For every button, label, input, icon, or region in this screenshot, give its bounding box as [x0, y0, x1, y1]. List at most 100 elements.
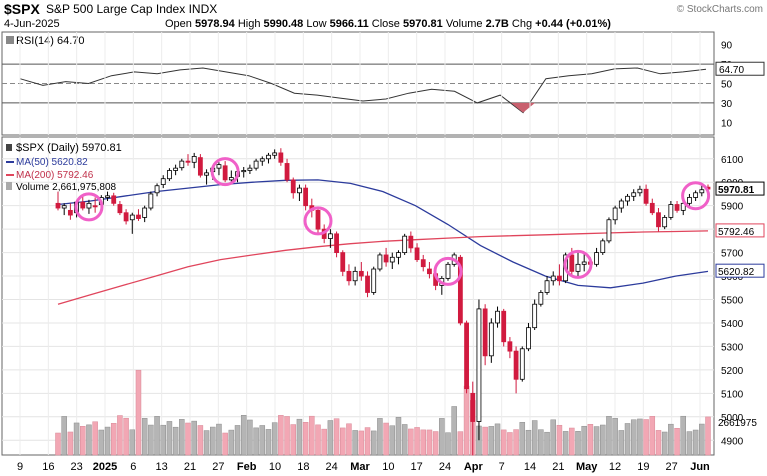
candle-body [346, 270, 352, 282]
x-tick-label: 6 [130, 461, 136, 473]
candle-body [197, 157, 203, 176]
x-tick-label: 10 [269, 461, 281, 473]
candle-body [216, 164, 222, 169]
x-tick-label: 27 [666, 461, 678, 473]
candle-body [377, 254, 383, 270]
ma50-line [57, 179, 709, 289]
legend: $SPX (Daily) 5970.81 MA(50) 5620.82 MA(2… [6, 142, 122, 193]
volume-bar [606, 416, 612, 456]
candle-body [513, 350, 519, 380]
candle-body [129, 214, 135, 221]
highlight-circle [210, 157, 240, 187]
candle-body [656, 212, 661, 228]
volume-bar [637, 418, 643, 456]
volume-bar [432, 431, 439, 456]
volume-bar [185, 422, 191, 456]
volume-bar [309, 415, 315, 456]
volume-bar [340, 427, 346, 456]
candle-body [105, 195, 110, 198]
volume-bar [668, 423, 674, 456]
volume-bar [612, 418, 618, 456]
candle-body [693, 192, 699, 198]
price-tick-label: 5200 [721, 366, 744, 377]
volume-bar [234, 425, 241, 456]
price-tag-box [715, 181, 765, 196]
volume-bar [377, 418, 383, 456]
volume-bar [135, 369, 142, 456]
candle-body [674, 204, 680, 211]
highlight-layer [74, 157, 711, 286]
volume-bar [408, 428, 414, 456]
x-tick-label: 19 [637, 461, 649, 473]
candle-body [371, 268, 377, 293]
candle-body [55, 202, 61, 209]
candle-body [526, 327, 531, 350]
candle-body [136, 214, 141, 219]
volume-bar [247, 419, 253, 456]
volume-bar [55, 432, 61, 456]
candle-body [389, 256, 395, 263]
candle-body [142, 207, 148, 218]
candle-body [538, 292, 544, 305]
volume-bar [271, 422, 278, 456]
volume-bar [117, 415, 123, 456]
volume-bar [160, 424, 166, 456]
candle-body [272, 152, 278, 156]
volume-bar [575, 431, 581, 456]
volume-bar [494, 423, 501, 456]
volume-bar [166, 421, 173, 456]
volume-bar [240, 415, 247, 456]
volume-bar [649, 416, 656, 456]
candle-body [117, 204, 123, 214]
volume-bar [674, 427, 680, 456]
x-tick-label: 23 [71, 461, 83, 473]
volume-bar [389, 425, 396, 456]
candle-body [699, 189, 705, 194]
volume-bar [278, 415, 284, 456]
price-tag-box [715, 263, 765, 278]
x-tick-label: 13 [156, 461, 168, 473]
candle-body [427, 268, 432, 275]
candle-body [476, 308, 482, 422]
volume-bar [426, 429, 433, 456]
volume-bar [315, 424, 321, 456]
candle-body [445, 263, 451, 279]
candle-body [408, 235, 414, 249]
volume-bar [600, 424, 606, 456]
candle-body [649, 202, 655, 214]
x-tick-label: 21 [552, 461, 564, 473]
volume-bar [259, 425, 266, 456]
x-tick-label: 17 [411, 461, 423, 473]
volume-bar [346, 423, 352, 456]
candle-body [544, 280, 550, 293]
volume-bar [420, 429, 426, 456]
volume-bar [191, 420, 197, 456]
candle-body [148, 193, 154, 209]
price-panel [1, 136, 715, 456]
volume-bar [395, 417, 402, 456]
x-tick-label: Apr [464, 461, 484, 473]
rsi-layer: 907050301064.70 [2, 41, 765, 129]
volume-bar [624, 423, 631, 456]
highlight-circle [563, 249, 593, 279]
volume-bar [253, 427, 259, 456]
volume-bar [321, 428, 327, 456]
candle-body [204, 172, 209, 176]
candle-body [488, 322, 494, 357]
candle-body [154, 185, 160, 194]
candle-body [228, 177, 234, 181]
axis-layer: 6100600059005800570056005500540053005200… [17, 155, 765, 473]
rsi-tick-label: 30 [721, 99, 733, 110]
candle-body [278, 152, 284, 163]
volume-bar [197, 425, 204, 456]
volume-bar [352, 430, 358, 456]
candle-body [402, 235, 408, 254]
candle-body [396, 252, 401, 258]
candle-body [315, 209, 321, 230]
volume-bar [92, 421, 98, 456]
x-tick-label: Mar [350, 461, 370, 473]
highlight-circle [303, 206, 333, 236]
volume-bar [445, 432, 451, 456]
price-tick-label: 6100 [721, 155, 744, 166]
x-tick-label: 27 [212, 461, 224, 473]
